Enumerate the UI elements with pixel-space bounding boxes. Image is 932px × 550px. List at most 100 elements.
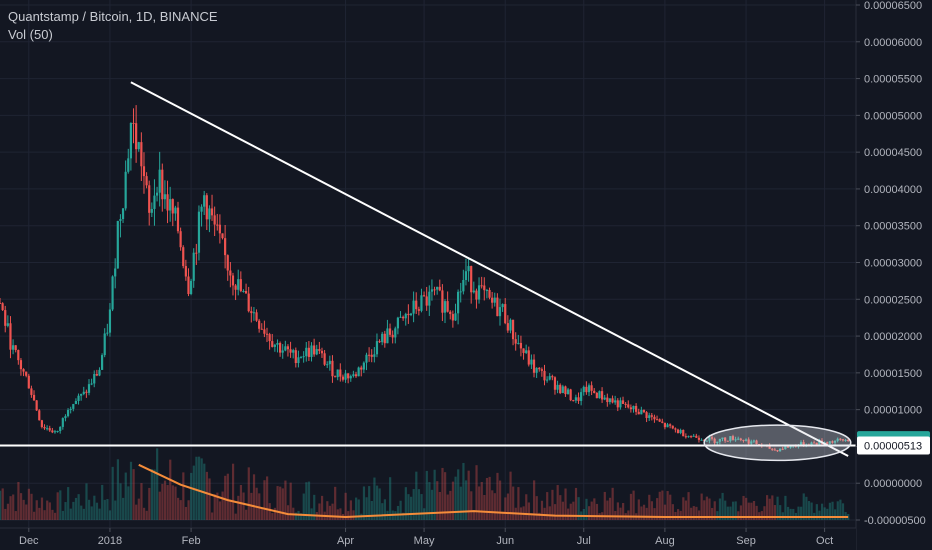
candle-body <box>593 390 596 393</box>
volume-bar <box>300 513 303 520</box>
candle-body <box>438 286 441 291</box>
candle-body <box>731 436 735 440</box>
candle-body <box>784 446 787 450</box>
volume-bar <box>669 494 672 520</box>
volume-bar <box>828 502 832 520</box>
volume-bar <box>74 497 78 520</box>
volume-bar <box>158 491 161 520</box>
candle-body <box>488 289 491 298</box>
candle-body <box>648 415 651 419</box>
volume-bar <box>195 456 198 520</box>
volume-bar <box>449 490 452 520</box>
candle-body <box>726 440 729 442</box>
volume-bar <box>64 502 67 520</box>
volume-bar <box>252 474 256 520</box>
candle-body <box>237 279 240 290</box>
candle-body <box>137 142 140 150</box>
volume-bar <box>108 510 112 520</box>
candle-body <box>231 275 235 286</box>
volume-bar <box>150 469 154 520</box>
candle-body <box>373 354 376 357</box>
volume-bar <box>260 508 263 520</box>
price-tag-label: 0.00000513 <box>864 440 922 452</box>
candle-body <box>695 435 698 438</box>
volume-bar <box>407 494 410 520</box>
volume-bar <box>820 503 824 520</box>
x-tick-label: Sep <box>736 535 756 547</box>
volume-bar <box>731 501 735 520</box>
candle-body <box>313 345 316 355</box>
candle-body <box>265 333 269 335</box>
candle-body <box>415 300 418 310</box>
volume-bar <box>716 511 719 520</box>
candle-body <box>224 238 227 256</box>
candle-body <box>689 436 693 438</box>
volume-bar <box>561 501 565 520</box>
candle-body <box>116 220 119 269</box>
candle-body <box>326 364 329 366</box>
candle-body <box>229 270 232 276</box>
volume-bar <box>834 509 837 520</box>
volume-bar <box>224 475 227 520</box>
candle-body <box>378 341 381 343</box>
volume-bar <box>381 503 384 520</box>
y-tick-label: 0.00005000 <box>864 110 922 122</box>
volume-bar <box>603 491 606 520</box>
volume-bar <box>587 506 591 520</box>
volume-bar <box>9 496 12 520</box>
candle-body <box>407 313 410 316</box>
volume-bar <box>831 501 834 520</box>
volume-bar <box>540 500 544 520</box>
volume-bar <box>169 459 172 520</box>
volume-bar <box>556 485 559 520</box>
volume-bar <box>378 488 381 520</box>
volume-bar <box>472 510 476 520</box>
volume-bar <box>488 476 491 520</box>
volume-bar <box>174 486 177 520</box>
candle-body <box>718 438 721 442</box>
volume-bar <box>760 511 763 520</box>
candle-body <box>174 207 177 214</box>
volume-bar <box>810 502 813 520</box>
candle-body <box>64 416 67 419</box>
volume-bar <box>334 486 337 520</box>
candle-body <box>25 371 28 376</box>
volume-bar <box>797 506 800 520</box>
candle-body <box>700 439 703 441</box>
volume-bar <box>496 472 499 520</box>
candle-body <box>810 442 813 446</box>
volume-bar <box>6 503 10 520</box>
volume-bar <box>365 497 368 520</box>
candle-body <box>826 442 829 444</box>
candle-body <box>475 290 478 300</box>
volume-bar <box>127 486 130 520</box>
volume-bar <box>703 500 706 520</box>
candle-body <box>195 252 198 254</box>
candle-body <box>310 345 313 357</box>
candle-body <box>297 357 300 364</box>
candle-body <box>0 302 2 304</box>
candle-body <box>362 362 365 370</box>
volume-bar <box>399 500 402 520</box>
candle-body <box>619 400 622 408</box>
volume-bar <box>446 494 449 520</box>
volume-bar <box>535 496 538 520</box>
volume-bar <box>114 500 117 520</box>
volume-bar <box>197 456 201 520</box>
candle-body <box>684 436 687 438</box>
candle-body <box>464 271 468 281</box>
volume-bar <box>19 493 23 520</box>
volume-bar <box>627 510 630 520</box>
candle-body <box>386 328 389 344</box>
candle-body <box>457 291 460 314</box>
time-axis-area <box>0 528 856 550</box>
candle-body <box>203 195 206 207</box>
candle-body <box>307 347 310 357</box>
volume-bar <box>362 486 366 520</box>
candle-body <box>302 356 305 358</box>
candle-body <box>349 376 352 379</box>
volume-bar <box>51 509 54 520</box>
candle-body <box>250 311 253 314</box>
